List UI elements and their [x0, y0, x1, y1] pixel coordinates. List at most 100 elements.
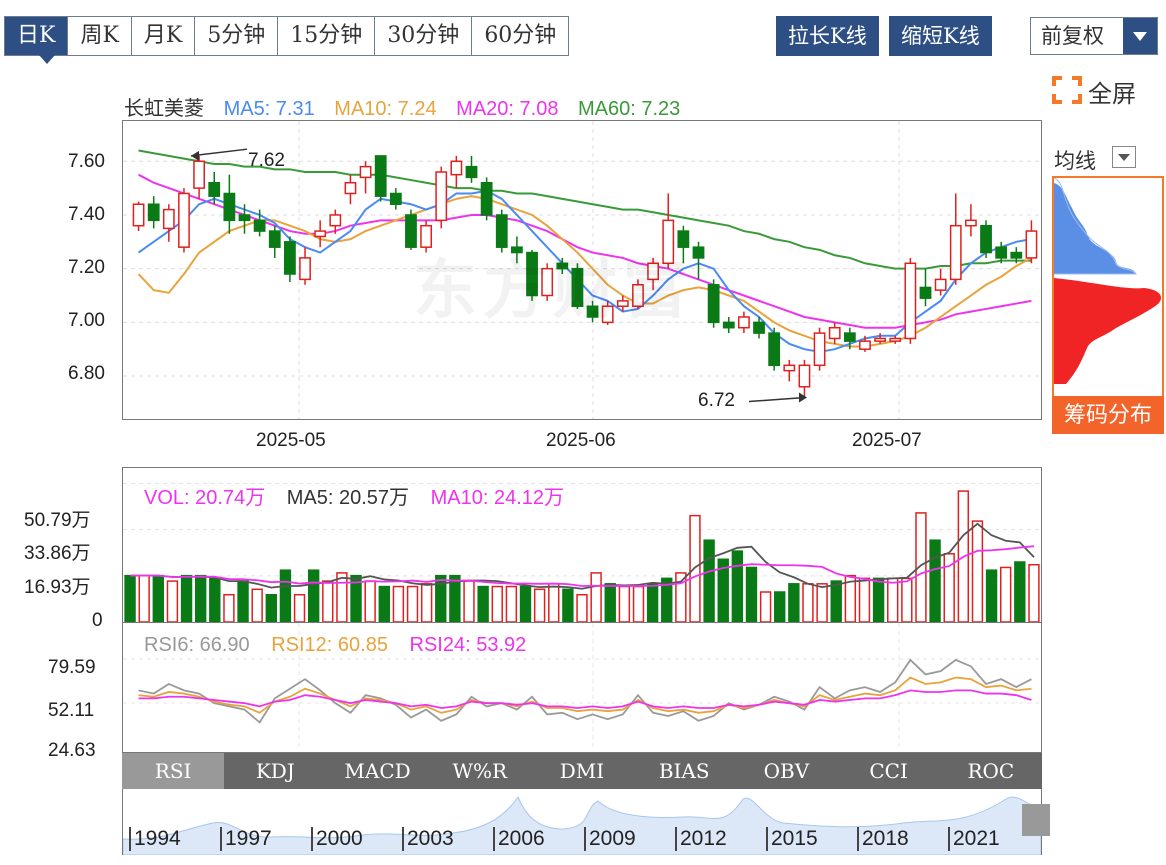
indicator-tab-cci[interactable]: CCI: [869, 759, 908, 783]
candle-body: [420, 224, 432, 248]
tab-weekly-k[interactable]: 周K: [68, 17, 132, 55]
volume-bar: [985, 569, 998, 623]
indicator-tabs: RSI KDJ MACD W%R DMI BIAS OBV CCI ROC: [122, 753, 1042, 789]
volume-bar: [745, 566, 758, 623]
volume-bar: [336, 572, 348, 623]
rsi12-line: [138, 676, 1032, 714]
ma10-value: MA10: 7.24: [334, 98, 437, 120]
volume-chart[interactable]: [122, 467, 1042, 623]
rsi-tick: 24.63: [48, 740, 96, 761]
volume-bar: [576, 593, 588, 623]
ma10-line: [137, 195, 1032, 348]
indicator-tab-kdj[interactable]: KDJ: [255, 759, 295, 783]
year-label: 2012: [675, 827, 766, 851]
candle-body: [495, 214, 508, 248]
indicator-tab-rsi[interactable]: RSI: [122, 753, 225, 789]
candle-body: [616, 300, 629, 307]
shorten-k-button[interactable]: 缩短K线: [889, 16, 992, 56]
adjust-select[interactable]: 前复权: [1030, 17, 1158, 55]
chip-distribution-panel[interactable]: [1052, 176, 1164, 434]
candle-body: [344, 181, 357, 195]
volume-bar: [293, 593, 306, 623]
date-tick: 2025-07: [852, 430, 922, 451]
volume-bars: [123, 482, 1041, 623]
tab-30min[interactable]: 30分钟: [375, 17, 473, 55]
candle-body: [193, 160, 205, 189]
price-tick: 7.40: [68, 204, 105, 225]
year-label: 1997: [220, 827, 311, 851]
history-area-chart: [122, 795, 1042, 856]
candle-body: [692, 246, 705, 259]
year-label: 2009: [584, 827, 675, 851]
stretch-k-button[interactable]: 拉长K线: [776, 16, 879, 56]
timeline-navigator[interactable]: 1994 1997 2000 2003 2006 2009 2012 2015 …: [122, 789, 1042, 856]
volume-bar: [675, 572, 687, 623]
rsi-chart[interactable]: [122, 623, 1042, 753]
high-arrow: [190, 148, 248, 157]
arrow-head: [799, 392, 807, 403]
low-arrow: [748, 396, 806, 403]
volume-bar: [830, 580, 842, 623]
candle-body: [526, 251, 538, 297]
price-chart[interactable]: 东方财富: [122, 120, 1042, 420]
candle-body: [541, 267, 554, 297]
candle-body: [707, 284, 720, 324]
indicator-tab-roc[interactable]: ROC: [967, 759, 1015, 783]
volume-bar: [505, 585, 518, 623]
volume-bar: [364, 580, 376, 623]
year-label: 2015: [766, 827, 857, 851]
volume-legend: VOL: 20.74万 MA5: 20.57万 MA10: 24.12万: [144, 481, 564, 510]
volume-bar: [251, 588, 263, 623]
candle-body: [480, 181, 493, 216]
volume-bar: [618, 585, 631, 623]
candle-body: [435, 171, 448, 222]
volume-bar: [533, 588, 546, 623]
tab-monthly-k[interactable]: 月K: [131, 17, 196, 55]
tab-daily-k[interactable]: 日K: [5, 17, 69, 64]
candle-body: [359, 165, 372, 179]
volume-bar: [406, 585, 419, 623]
volume-tick: 0: [92, 610, 103, 631]
tab-5min[interactable]: 5分钟: [195, 17, 279, 55]
rsi12-value: RSI12: 60.85: [271, 634, 388, 656]
candle-body: [753, 321, 765, 334]
indicator-tab-macd[interactable]: MACD: [344, 759, 411, 783]
ma20-value: MA20: 7.08: [456, 98, 559, 120]
tab-15min[interactable]: 15分钟: [278, 17, 376, 55]
price-tick: 7.20: [68, 257, 105, 278]
indicator-tab-bias[interactable]: BIAS: [658, 759, 710, 783]
date-tick: 2025-05: [256, 430, 326, 451]
low-annotation: 6.72: [698, 390, 735, 411]
date-tick: 2025-06: [546, 430, 616, 451]
indicator-tab-wr[interactable]: W%R: [452, 759, 508, 783]
volume-bar: [1014, 561, 1026, 623]
volume-bar: [152, 574, 165, 623]
ma-select[interactable]: 均线: [1054, 145, 1164, 173]
candle-body: [601, 305, 614, 324]
candle-body: [949, 224, 962, 281]
candle-body: [859, 340, 871, 350]
volume-tick: 16.93万: [24, 577, 91, 598]
expand-icon: [1052, 76, 1082, 104]
candle-body: [556, 262, 569, 270]
fullscreen-label: 全屏: [1088, 81, 1136, 108]
fullscreen-button[interactable]: 全屏: [1052, 72, 1162, 108]
vol-ma5-line: [130, 522, 1035, 590]
volume-bar: [632, 585, 645, 623]
indicator-tab-obv[interactable]: OBV: [763, 759, 810, 783]
volume-bar: [774, 591, 786, 623]
candle-body: [132, 203, 145, 227]
candle-body: [677, 230, 690, 248]
volume-bar: [392, 585, 405, 623]
tab-60min[interactable]: 60分钟: [472, 17, 569, 55]
candle-body: [284, 241, 296, 275]
indicator-tab-dmi[interactable]: DMI: [559, 759, 605, 783]
candle-body: [329, 214, 342, 227]
candle-body: [238, 214, 251, 222]
candle-body: [889, 337, 902, 342]
candlestick-chart: [123, 121, 1041, 419]
timeline-handle[interactable]: [1022, 804, 1050, 836]
chip-distribution-button[interactable]: 筹码分布: [1052, 396, 1164, 434]
candle-body: [904, 262, 917, 340]
year-label: 2000: [311, 827, 402, 851]
